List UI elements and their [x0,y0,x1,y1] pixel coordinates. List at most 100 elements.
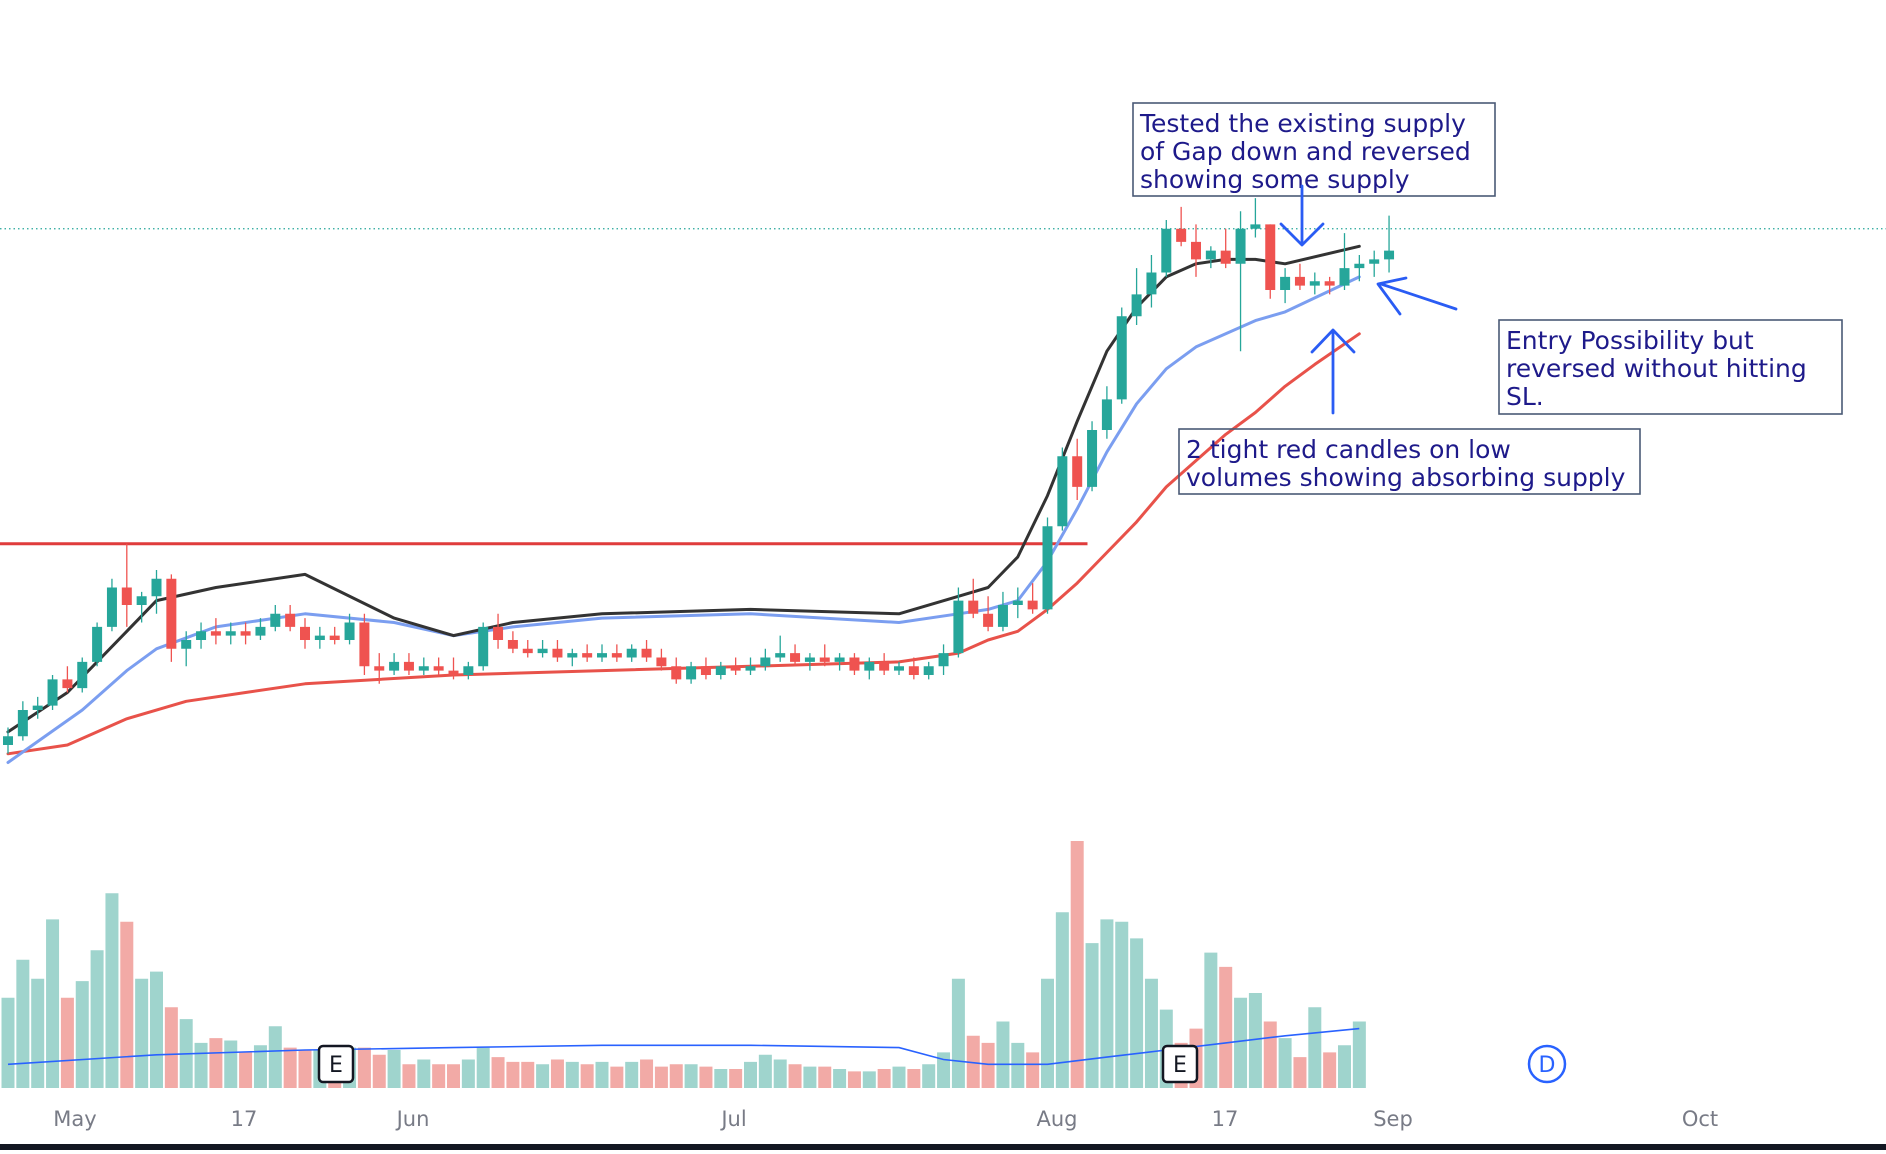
candle[interactable] [715,661,726,680]
volume-bar[interactable] [372,1054,386,1088]
candle[interactable] [1131,268,1142,325]
candle[interactable] [1057,447,1068,531]
candle[interactable] [641,640,652,662]
candle[interactable] [1309,272,1320,295]
volume-bar[interactable] [417,1059,431,1089]
candle[interactable] [894,661,904,675]
candle[interactable] [700,657,711,680]
volume-bar[interactable] [194,1042,208,1088]
dividend-marker[interactable]: D [1527,1044,1567,1084]
volume-bar[interactable] [625,1061,639,1088]
candle[interactable] [374,653,385,684]
candle[interactable] [1384,215,1395,273]
candle[interactable] [270,605,281,632]
candle[interactable] [1012,587,1023,619]
candle[interactable] [314,626,325,649]
candle[interactable] [1220,228,1231,269]
candle[interactable] [62,666,73,693]
volume-bar[interactable] [1070,841,1084,1088]
candle[interactable] [849,653,860,675]
volume-bar[interactable] [1323,1052,1337,1088]
candle[interactable] [567,648,578,667]
volume-bar[interactable] [981,1042,995,1088]
candle[interactable] [136,591,147,623]
candle[interactable] [879,653,890,675]
candle[interactable] [210,618,221,645]
candle[interactable] [507,631,518,654]
volume-bar[interactable] [135,978,149,1088]
candle[interactable] [834,653,845,671]
candle[interactable] [656,648,667,671]
volume-bar[interactable] [1338,1045,1351,1088]
volume-bar[interactable] [1100,919,1114,1088]
candle[interactable] [255,618,266,640]
volume-bar[interactable] [595,1061,609,1088]
volume-bar[interactable] [60,997,74,1088]
candle[interactable] [1250,198,1261,238]
volume-bar[interactable] [1041,978,1054,1088]
candle[interactable] [582,644,593,662]
volume-bar[interactable] [862,1071,876,1088]
earnings-marker[interactable]: E [1161,1044,1199,1084]
volume-bar[interactable] [714,1069,728,1088]
volume-bar[interactable] [1130,938,1144,1088]
candle[interactable] [1101,386,1112,439]
volume-bar[interactable] [46,919,60,1088]
volume-bar[interactable] [744,1061,757,1088]
candle[interactable] [181,631,192,667]
volume-bar[interactable] [684,1064,698,1088]
candle[interactable] [1265,224,1276,299]
candle[interactable] [285,605,296,632]
volume-bar[interactable] [75,981,89,1088]
volume-bar[interactable] [1115,921,1129,1088]
candle[interactable] [121,543,132,627]
candle[interactable] [997,591,1008,632]
candle[interactable] [47,675,58,710]
volume-bar[interactable] [120,921,134,1088]
volume-bar[interactable] [31,978,45,1088]
candle[interactable] [433,657,444,676]
volume-bar[interactable] [729,1069,743,1088]
volume-bar[interactable] [521,1061,535,1088]
candle[interactable] [953,587,964,658]
volume-bar[interactable] [669,1064,683,1088]
candle[interactable] [166,574,177,662]
candle[interactable] [403,653,414,675]
candle[interactable] [1339,233,1350,290]
candle[interactable] [908,657,919,680]
volume-bar[interactable] [773,1059,787,1089]
volume-bar[interactable] [209,1038,223,1088]
volume-bar[interactable] [996,1021,1010,1089]
candle[interactable] [983,596,994,632]
volume-bar[interactable] [922,1064,936,1088]
candle[interactable] [240,622,251,645]
candle[interactable] [597,644,607,662]
candle[interactable] [745,657,756,676]
candle[interactable] [1087,421,1098,492]
volume-bar[interactable] [803,1066,817,1088]
candle[interactable] [17,701,28,741]
volume-bar[interactable] [833,1069,847,1088]
candle[interactable] [1161,220,1172,277]
candle[interactable] [1280,268,1291,304]
candle[interactable] [686,661,697,684]
volume-bar[interactable] [580,1064,594,1088]
candle[interactable] [463,661,474,680]
volume-bar[interactable] [907,1069,921,1088]
volume-bar[interactable] [1234,997,1248,1088]
volume-bar[interactable] [402,1064,416,1088]
candle[interactable] [790,644,801,667]
candle[interactable] [1294,263,1305,290]
candle[interactable] [775,635,786,662]
candle[interactable] [804,653,815,671]
volume-bar[interactable] [1026,1052,1040,1088]
candle[interactable] [552,640,563,662]
candle[interactable] [77,657,88,693]
candle[interactable] [1027,583,1038,614]
volume-bar[interactable] [1219,966,1233,1088]
candle[interactable] [106,578,117,632]
candle[interactable] [626,644,637,662]
